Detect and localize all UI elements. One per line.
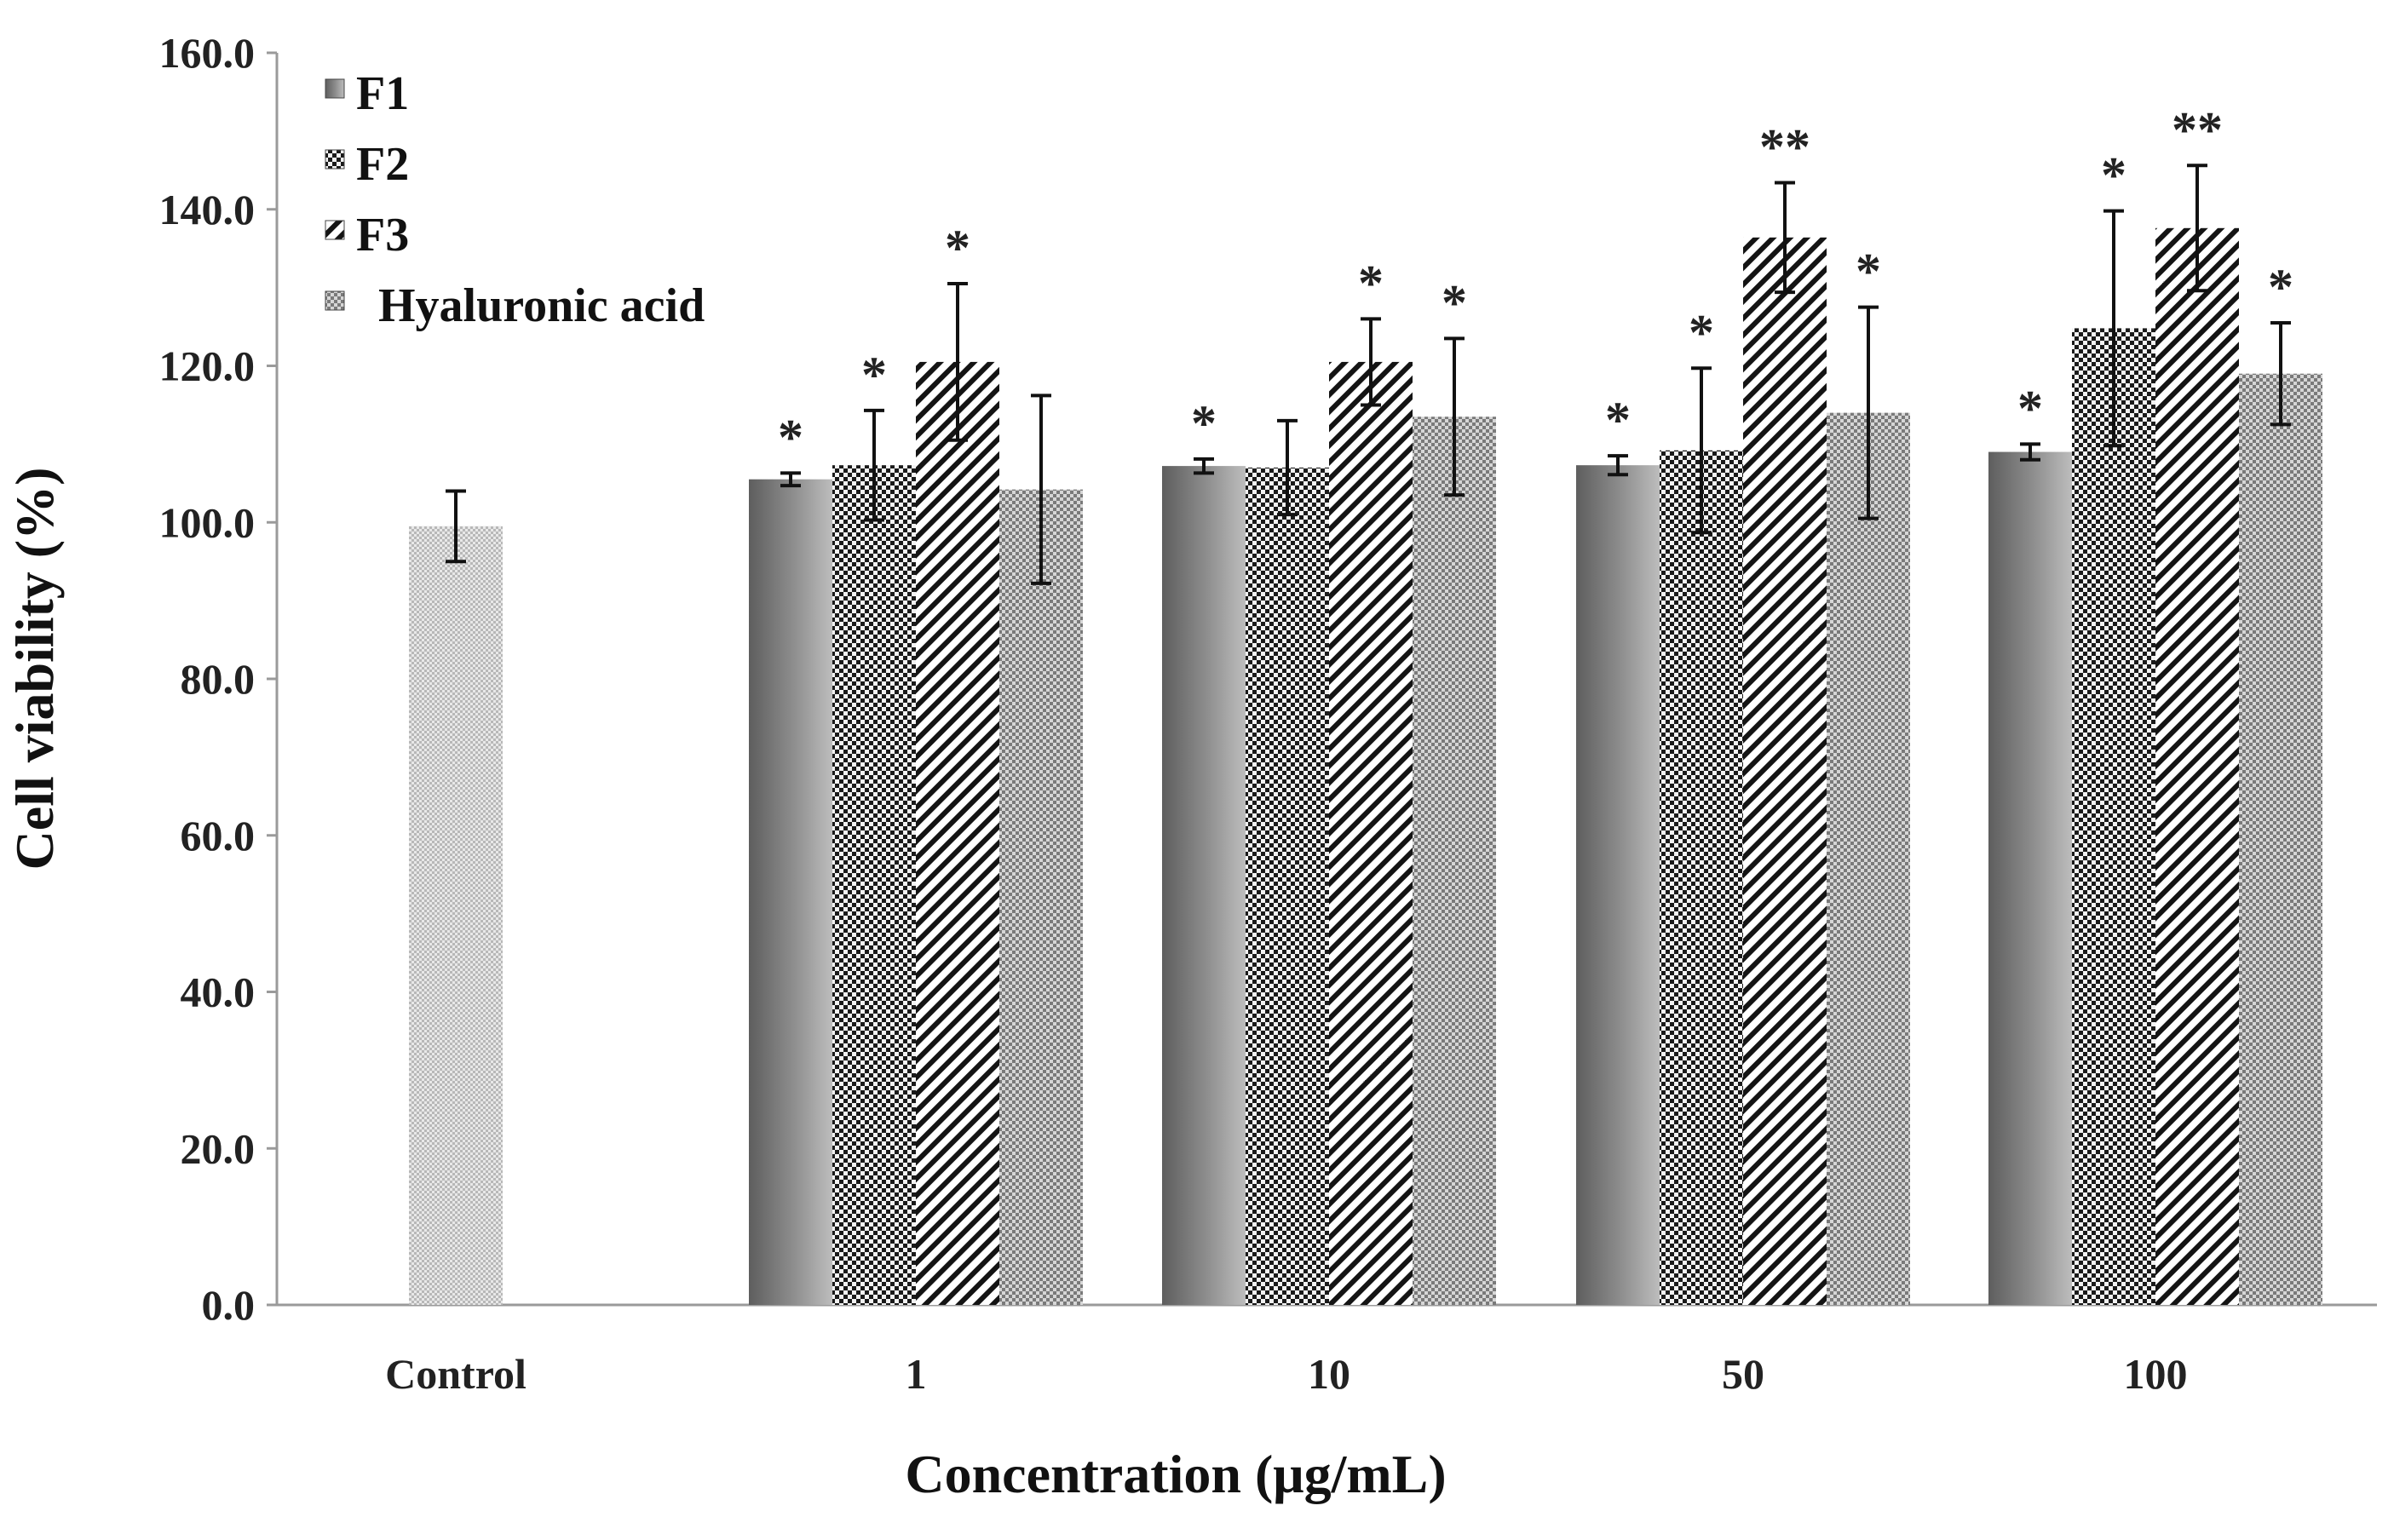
y-tick-label: 140.0 bbox=[159, 186, 256, 233]
bar-f3 bbox=[1743, 237, 1827, 1306]
bar-f3 bbox=[2155, 227, 2239, 1305]
significance-marker: ** bbox=[1759, 119, 1810, 175]
bars bbox=[409, 227, 2322, 1306]
significance-marker: * bbox=[2268, 259, 2293, 315]
significance-marker: ** bbox=[2172, 101, 2223, 158]
significance-marker: * bbox=[1856, 244, 1881, 300]
y-tick-label: 100.0 bbox=[159, 498, 256, 546]
x-tick-label-control: Control bbox=[385, 1350, 527, 1398]
x-tick-label: 50 bbox=[1722, 1350, 1764, 1398]
bar-f1 bbox=[749, 479, 832, 1305]
x-tick-label: 100 bbox=[2124, 1350, 2188, 1398]
significance-marker: * bbox=[2101, 147, 2126, 204]
y-axis: 0.0 20.0 40.0 60.0 80.0 100.0 120.0 140.0 160.0 bbox=[159, 29, 279, 1329]
x-axis: Control 1 10 50 100 bbox=[277, 1303, 2377, 1398]
legend: F1 F2 F3 Hyaluronic acid bbox=[325, 67, 705, 332]
error-bars bbox=[446, 164, 2291, 585]
bar-hyaluronic-acid bbox=[999, 489, 1083, 1305]
x-tick-label: 10 bbox=[1308, 1350, 1350, 1398]
legend-swatch bbox=[325, 149, 345, 170]
legend-label: Hyaluronic acid bbox=[378, 279, 705, 332]
y-tick-label: 60.0 bbox=[181, 812, 256, 859]
significance-marker: * bbox=[2017, 380, 2043, 436]
y-tick-label: 80.0 bbox=[181, 655, 256, 703]
legend-swatch bbox=[325, 290, 345, 311]
x-axis-title: Concentration (μg/mL) bbox=[905, 1444, 1446, 1504]
legend-label: F2 bbox=[356, 138, 409, 191]
bar-f1 bbox=[1988, 451, 2072, 1305]
bar-hyaluronic-acid bbox=[1827, 412, 1910, 1305]
significance-marker: * bbox=[945, 220, 970, 276]
significance-markers: ***** *********** bbox=[778, 101, 2293, 465]
legend-label: F3 bbox=[356, 209, 409, 261]
significance-marker: * bbox=[1689, 304, 1714, 360]
significance-marker: * bbox=[861, 347, 887, 403]
y-tick-label: 160.0 bbox=[159, 29, 256, 77]
significance-marker: * bbox=[1442, 274, 1467, 330]
significance-marker: * bbox=[1191, 395, 1217, 451]
y-tick-label: 0.0 bbox=[202, 1281, 256, 1329]
bar-f3 bbox=[1329, 361, 1413, 1305]
x-tick-label: 1 bbox=[906, 1350, 927, 1398]
bar-f1 bbox=[1162, 466, 1246, 1305]
bar-hyaluronic-acid bbox=[1413, 417, 1496, 1305]
bar-f2 bbox=[2072, 328, 2155, 1305]
bar-hyaluronic-acid bbox=[2239, 373, 2322, 1305]
legend-label: F1 bbox=[356, 67, 409, 120]
significance-marker: * bbox=[778, 409, 803, 465]
bar-f3 bbox=[916, 361, 999, 1305]
bar-f2 bbox=[832, 465, 916, 1305]
bar-f2 bbox=[1660, 450, 1743, 1305]
significance-marker: * bbox=[1605, 392, 1631, 448]
legend-swatch bbox=[325, 220, 345, 240]
y-tick-label: 40.0 bbox=[181, 968, 256, 1016]
y-tick-label: 120.0 bbox=[159, 342, 256, 390]
y-axis-title: Cell viability (%) bbox=[4, 468, 65, 871]
bar-control bbox=[409, 526, 503, 1305]
y-tick-label: 20.0 bbox=[181, 1124, 256, 1172]
bar-f2 bbox=[1246, 467, 1329, 1305]
legend-swatch bbox=[325, 78, 345, 99]
bar-f1 bbox=[1576, 465, 1660, 1305]
significance-marker: * bbox=[1358, 255, 1384, 311]
